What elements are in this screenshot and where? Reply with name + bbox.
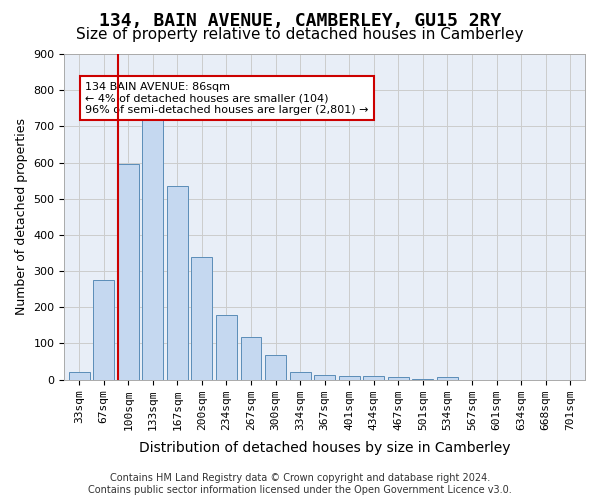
Bar [339,376,359,380]
Text: 134 BAIN AVENUE: 86sqm
← 4% of detached houses are smaller (104)
96% of semi-det: 134 BAIN AVENUE: 86sqm ← 4% of detached … [85,82,369,115]
Bar [191,256,212,380]
Bar [290,372,311,380]
Bar [216,316,237,380]
Bar [412,379,433,380]
Text: 134, BAIN AVENUE, CAMBERLEY, GU15 2RY: 134, BAIN AVENUE, CAMBERLEY, GU15 2RY [99,12,501,30]
Text: Size of property relative to detached houses in Camberley: Size of property relative to detached ho… [76,28,524,42]
Bar [69,372,89,380]
Bar [142,112,163,380]
Bar [388,377,409,380]
Text: Contains HM Land Registry data © Crown copyright and database right 2024.
Contai: Contains HM Land Registry data © Crown c… [88,474,512,495]
Bar [265,355,286,380]
X-axis label: Distribution of detached houses by size in Camberley: Distribution of detached houses by size … [139,441,511,455]
Bar [241,337,262,380]
Bar [167,186,188,380]
Bar [364,376,384,380]
Bar [118,164,139,380]
Bar [93,280,114,380]
Bar [437,377,458,380]
Y-axis label: Number of detached properties: Number of detached properties [15,118,28,316]
Bar [314,374,335,380]
